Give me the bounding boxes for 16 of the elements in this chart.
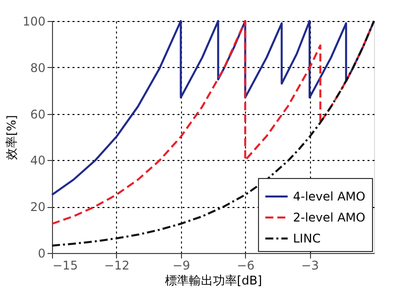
x-tick-label: −12 <box>104 258 130 272</box>
x-tick-label: −15 <box>52 258 78 272</box>
legend-label: 4-level AMO <box>293 190 366 204</box>
y-axis-title: 效率[%] <box>4 115 19 160</box>
y-tick-label: 80 <box>30 60 46 75</box>
x-tick-label: −3 <box>301 258 319 272</box>
x-axis-title: 標準輸出功率[dB] <box>164 274 262 288</box>
legend-label: LINC <box>293 232 321 246</box>
y-tick-label: 60 <box>30 107 46 122</box>
y-tick-label: 100 <box>22 14 46 28</box>
y-tick-label: 20 <box>30 200 46 214</box>
legend-label: 2-level AMO <box>293 210 366 224</box>
y-tick-label: 0 <box>38 246 46 260</box>
x-tick-label: −6 <box>236 258 255 272</box>
y-tick-label: 40 <box>30 154 46 168</box>
x-tick-label: −9 <box>172 258 190 272</box>
